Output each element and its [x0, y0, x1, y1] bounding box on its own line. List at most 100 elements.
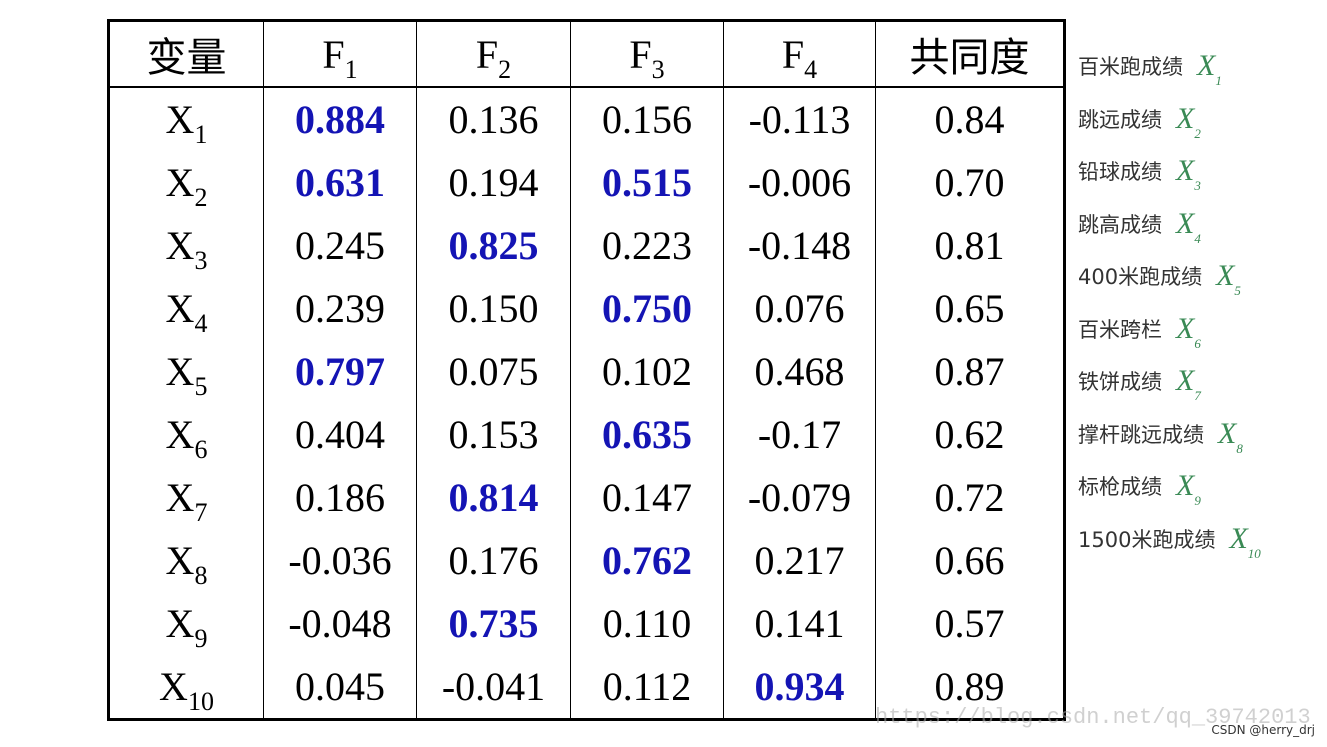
- value: -0.048: [288, 601, 392, 646]
- header-text: 共同度: [909, 35, 1030, 80]
- legend-var: X: [1229, 521, 1248, 555]
- value-cell: 0.141: [723, 592, 876, 655]
- legend-var-subscript: 10: [1247, 545, 1261, 561]
- value: -0.113: [748, 97, 851, 142]
- legend-var: X: [1218, 416, 1237, 450]
- value-cell: 0.468: [723, 340, 876, 403]
- value-cell: -0.006: [723, 151, 876, 214]
- value: 0.075: [448, 349, 539, 394]
- variable-cell: X2: [108, 151, 264, 214]
- variable-name: X: [165, 475, 195, 520]
- value: 0.81: [934, 223, 1005, 268]
- value-cell: 0.631: [263, 151, 417, 214]
- legend-label: 撑杆跳远成绩: [1078, 422, 1204, 447]
- data-row: X10 0.045 -0.041 0.112 0.934 0.89: [108, 655, 1065, 720]
- loading-table: 变量 F1 F2 F3 F4 共同度 X1 0.884 0.136 0.156 -0.113 0.84…: [107, 19, 1066, 721]
- value: 0.635: [602, 412, 692, 457]
- value-cell: -0.079: [723, 466, 876, 529]
- value: 0.141: [754, 601, 845, 646]
- variable-name-subscript: 6: [194, 435, 208, 464]
- variable-name: X: [165, 349, 195, 394]
- legend-var-subscript: 1: [1215, 73, 1222, 89]
- legend-var: X: [1176, 469, 1195, 503]
- value: 0.147: [602, 475, 692, 520]
- value: 0.825: [448, 223, 539, 268]
- legend-variable: X7: [1176, 364, 1201, 402]
- value-cell: 0.245: [263, 214, 417, 277]
- legend-variable: X5: [1216, 259, 1241, 297]
- value: 0.194: [448, 160, 539, 205]
- header-cell: F4: [723, 20, 876, 88]
- value-cell: 0.176: [416, 529, 571, 592]
- variable-name-subscript: 4: [194, 309, 208, 338]
- value: 0.156: [602, 97, 692, 142]
- data-row: X6 0.404 0.153 0.635 -0.17 0.62: [108, 403, 1065, 466]
- legend-var: X: [1176, 311, 1195, 345]
- legend-item: 跳远成绩 X2: [1078, 93, 1261, 146]
- value: 0.762: [602, 538, 692, 583]
- value-cell: 0.150: [416, 277, 571, 340]
- legend-variable: X2: [1176, 102, 1201, 140]
- value: 0.631: [295, 160, 385, 205]
- header-text: F: [475, 31, 499, 77]
- value: 0.735: [448, 601, 539, 646]
- header-text: F: [629, 31, 652, 77]
- credit: CSDN @herry_drj: [1211, 723, 1315, 737]
- value: 0.65: [934, 286, 1005, 331]
- legend-variable: X1: [1197, 49, 1222, 87]
- legend-variable: X9: [1176, 469, 1201, 507]
- header-cell: F2: [416, 20, 571, 88]
- legend-item: 1500米跑成绩 X10: [1078, 513, 1261, 566]
- value: -0.006: [747, 160, 852, 205]
- value: 0.153: [448, 412, 539, 457]
- value-cell: 0.075: [416, 340, 571, 403]
- legend-label: 标枪成绩: [1078, 475, 1162, 500]
- variable-name: X: [165, 412, 195, 457]
- value-cell: 0.110: [570, 592, 724, 655]
- value-cell: 0.62: [875, 403, 1065, 466]
- value: 0.66: [934, 538, 1005, 583]
- value-cell: -0.048: [263, 592, 417, 655]
- value-cell: 0.186: [263, 466, 417, 529]
- legend-label: 百米跑成绩: [1078, 55, 1183, 80]
- variable-name: X: [165, 223, 195, 268]
- data-row: X4 0.239 0.150 0.750 0.076 0.65: [108, 277, 1065, 340]
- value: -0.036: [288, 538, 392, 583]
- value: 0.62: [934, 412, 1005, 457]
- value-cell: 0.635: [570, 403, 724, 466]
- value-cell: 0.239: [263, 277, 417, 340]
- legend: 百米跑成绩 X1 跳远成绩 X2 铅球成绩 X3 跳高成绩 X4 400米跑成绩 X5 百米跨栏 X6…: [1078, 40, 1261, 565]
- legend-var: X: [1176, 154, 1195, 188]
- legend-label: 1500米跑成绩: [1078, 527, 1216, 552]
- value: 0.57: [934, 601, 1005, 646]
- legend-var-subscript: 9: [1194, 493, 1201, 509]
- value: 0.136: [448, 97, 539, 142]
- value-cell: 0.515: [570, 151, 724, 214]
- value-cell: 0.112: [570, 655, 724, 720]
- data-row: X1 0.884 0.136 0.156 -0.113 0.84: [108, 87, 1065, 151]
- legend-var-subscript: 7: [1194, 388, 1201, 404]
- value: 0.110: [602, 601, 692, 646]
- value-cell: -0.17: [723, 403, 876, 466]
- value-cell: 0.102: [570, 340, 724, 403]
- value-cell: 0.217: [723, 529, 876, 592]
- value: 0.186: [295, 475, 385, 520]
- value: 0.150: [448, 286, 539, 331]
- legend-label: 跳高成绩: [1078, 212, 1162, 237]
- variable-name-subscript: 7: [194, 498, 208, 527]
- legend-var-subscript: 3: [1194, 178, 1201, 194]
- variable-cell: X9: [108, 592, 264, 655]
- value: 0.515: [602, 160, 692, 205]
- value: -0.041: [441, 664, 546, 709]
- variable-cell: X8: [108, 529, 264, 592]
- value: 0.72: [934, 475, 1005, 520]
- legend-variable: X8: [1218, 416, 1243, 455]
- data-row: X7 0.186 0.814 0.147 -0.079 0.72: [108, 466, 1065, 529]
- legend-item: 铁饼成绩 X7: [1078, 355, 1261, 408]
- variable-cell: X7: [108, 466, 264, 529]
- data-row: X8 -0.036 0.176 0.762 0.217 0.66: [108, 529, 1065, 592]
- value-cell: 0.223: [570, 214, 724, 277]
- variable-name-subscript: 8: [194, 561, 208, 590]
- legend-variable: X10: [1229, 521, 1260, 560]
- value: -0.148: [747, 223, 852, 268]
